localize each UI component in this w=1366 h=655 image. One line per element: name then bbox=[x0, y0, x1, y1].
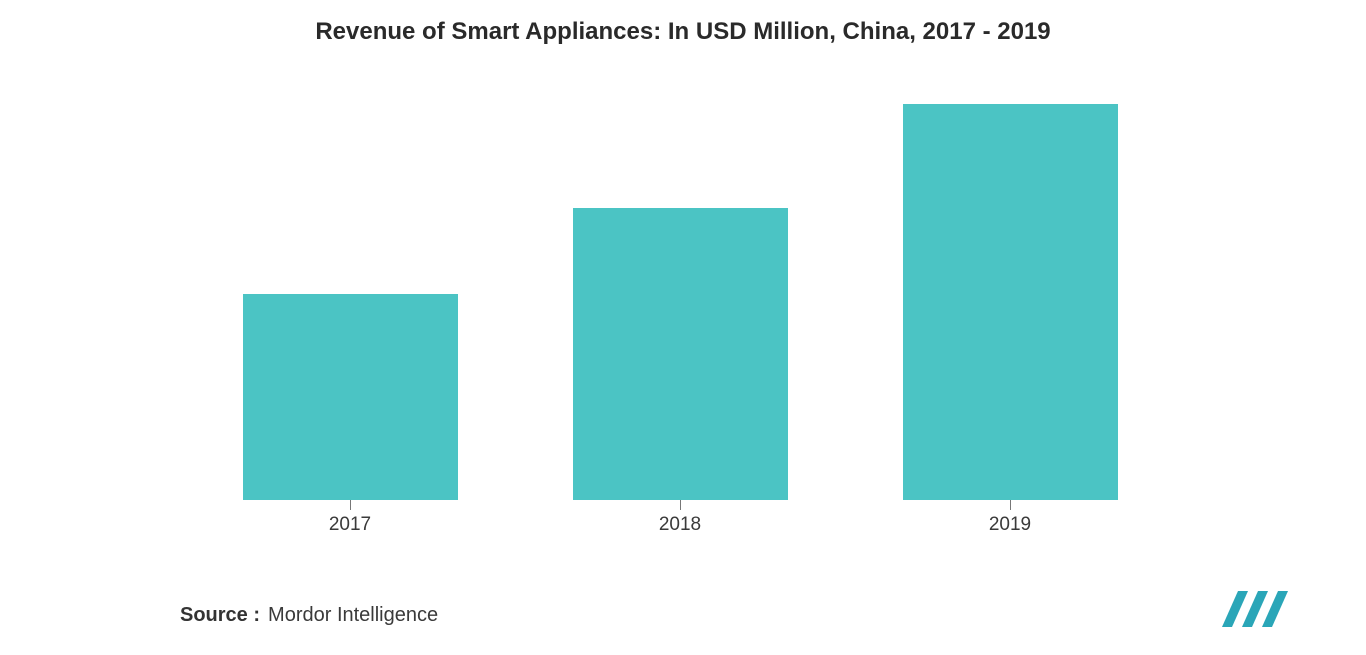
mordor-logo-icon bbox=[1218, 587, 1296, 633]
chart-title: Revenue of Smart Appliances: In USD Mill… bbox=[0, 0, 1366, 46]
bar-2017 bbox=[243, 294, 458, 500]
xlabel-2017: 2017 bbox=[329, 514, 371, 536]
source-line: Source : Mordor Intelligence bbox=[180, 604, 438, 627]
xtick-2017 bbox=[350, 500, 351, 510]
xtick-2018 bbox=[680, 500, 681, 510]
source-label: Source : bbox=[180, 604, 260, 627]
xlabel-2018: 2018 bbox=[659, 514, 701, 536]
chart-plot-area: 201720182019 bbox=[180, 70, 1180, 500]
chart-container: Revenue of Smart Appliances: In USD Mill… bbox=[0, 0, 1366, 655]
xtick-2019 bbox=[1010, 500, 1011, 510]
bar-2018 bbox=[573, 208, 788, 500]
xlabel-2019: 2019 bbox=[989, 514, 1031, 536]
bar-2019 bbox=[903, 104, 1118, 500]
source-value: Mordor Intelligence bbox=[268, 604, 438, 627]
